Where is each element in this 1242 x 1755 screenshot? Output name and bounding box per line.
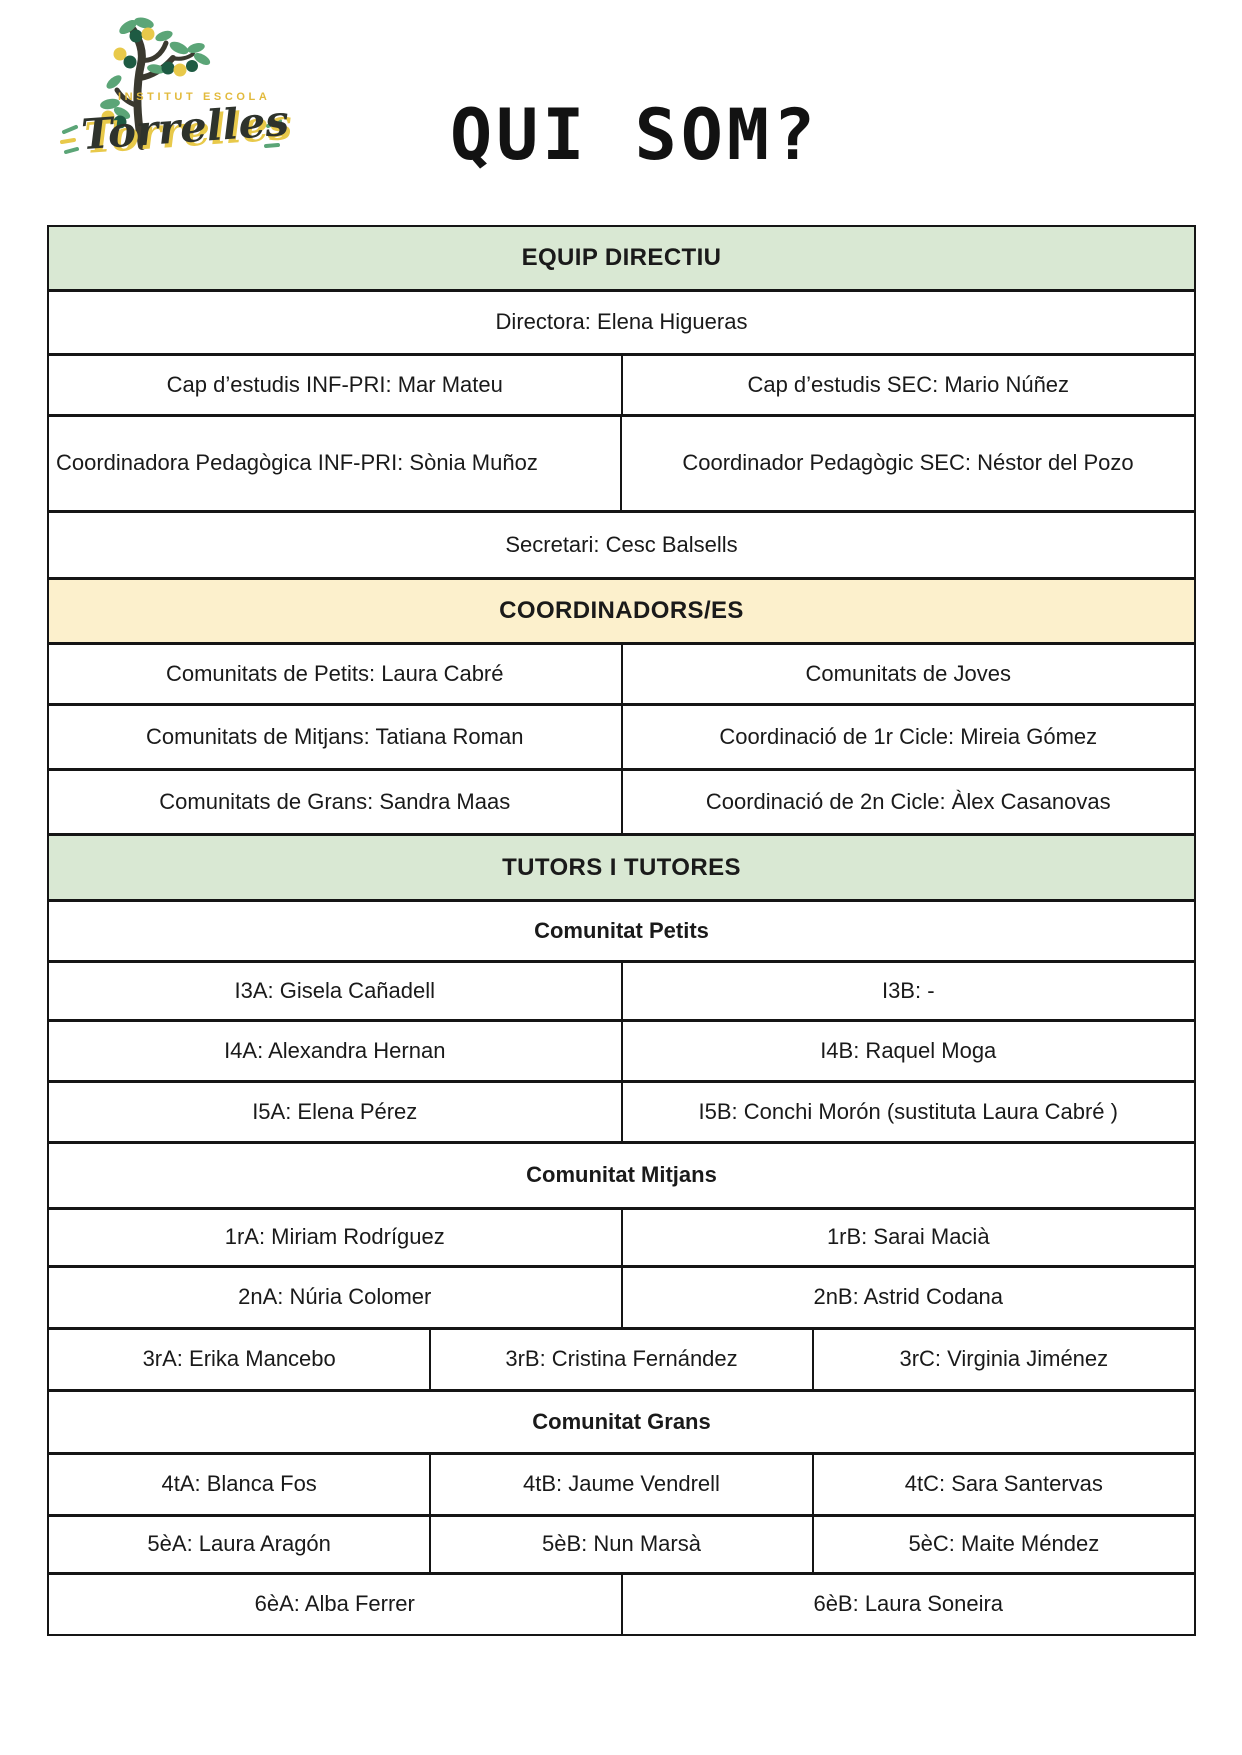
page-title: QUI SOM? (450, 94, 820, 176)
table-row-3r: 3rA: Erika Mancebo 3rB: Cristina Fernánd… (49, 1327, 1194, 1389)
cell-4ta: 4tA: Blanca Fos (161, 1471, 317, 1497)
table-row-2n: 2nA: Núria Colomer 2nB: Astrid Codana (49, 1265, 1194, 1327)
cell-coordinacio-1r-cicle: Coordinació de 1r Cicle: Mireia Gómez (620, 706, 1195, 768)
cell-secretari: Secretari: Cesc Balsells (505, 531, 738, 557)
cell-3rb: 3rB: Cristina Fernández (429, 1330, 811, 1389)
table-row-comunitats-grans: Comunitats de Grans: Sandra Maas Coordin… (49, 768, 1194, 833)
cell-4tb: 4tB: Jaume Vendrell (429, 1455, 811, 1514)
table-row-coordinacio-pedagogica: Coordinadora Pedagògica INF-PRI: Sònia M… (49, 414, 1194, 510)
cell-1rb: 1rB: Sarai Macià (620, 1210, 1195, 1265)
table-row-cap-estudis: Cap d’estudis INF-PRI: Mar Mateu Cap d’e… (49, 353, 1194, 414)
section-header-equip-directiu: EQUIP DIRECTIU (49, 227, 1194, 289)
table-row-directora: Directora: Elena Higueras (49, 289, 1194, 353)
table-row-secretari: Secretari: Cesc Balsells (49, 510, 1194, 577)
cell-5ec: 5èC: Maite Méndez (811, 1517, 1194, 1572)
cell-5ea: 5èA: Laura Aragón (147, 1531, 331, 1557)
logo-institut-text: INSTITUT ESCOLA (118, 91, 270, 103)
subheader-comunitat-grans: Comunitat Grans (49, 1389, 1194, 1452)
cell-comunitats-mitjans: Comunitats de Mitjans: Tatiana Roman (146, 723, 524, 749)
table-row-i3: I3A: Gisela Cañadell I3B: - (49, 960, 1194, 1019)
cell-coord-pedagogic-sec: Coordinador Pedagògic SEC: Néstor del Po… (620, 417, 1194, 510)
cell-3rc: 3rC: Virginia Jiménez (811, 1330, 1194, 1389)
cell-comunitats-petits: Comunitats de Petits: Laura Cabré (165, 660, 504, 686)
section-title: COORDINADORS/ES (499, 597, 744, 625)
cell-2na: 2nA: Núria Colomer (238, 1284, 432, 1310)
table-row-comunitats-petits: Comunitats de Petits: Laura Cabré Comuni… (49, 642, 1194, 703)
cell-5eb: 5èB: Nun Marsà (429, 1517, 811, 1572)
section-header-tutors: TUTORS I TUTORES (49, 833, 1194, 899)
cell-3ra: 3rA: Erika Mancebo (142, 1346, 336, 1372)
subheader-title: Comunitat Petits (534, 917, 709, 943)
cell-i3a: I3A: Gisela Cañadell (234, 977, 436, 1003)
table-row-6e: 6èA: Alba Ferrer 6èB: Laura Soneira (49, 1572, 1194, 1634)
cell-1ra: 1rA: Miriam Rodríguez (224, 1224, 445, 1250)
subheader-comunitat-petits: Comunitat Petits (49, 899, 1194, 960)
cell-cap-estudis-inf-pri: Cap d’estudis INF-PRI: Mar Mateu (166, 371, 503, 397)
school-logo: INSTITUT ESCOLA Torrelles Torrelles (52, 14, 294, 174)
cell-i4a: I4A: Alexandra Hernan (224, 1037, 446, 1063)
section-title: EQUIP DIRECTIU (521, 244, 722, 272)
table-row-5e: 5èA: Laura Aragón 5èB: Nun Marsà 5èC: Ma… (49, 1514, 1194, 1572)
cell-i5a: I5A: Elena Pérez (252, 1098, 418, 1124)
table-row-i5: I5A: Elena Pérez I5B: Conchi Morón (sust… (49, 1080, 1194, 1141)
table-row-comunitats-mitjans: Comunitats de Mitjans: Tatiana Roman Coo… (49, 703, 1194, 768)
cell-coordinacio-2n-cicle: Coordinació de 2n Cicle: Àlex Casanovas (620, 771, 1195, 833)
cell-cap-estudis-sec: Cap d’estudis SEC: Mario Núñez (620, 356, 1195, 414)
cell-i3b: I3B: - (620, 963, 1195, 1019)
section-title: TUTORS I TUTORES (502, 853, 741, 881)
cell-coord-pedagogica-inf-pri: Coordinadora Pedagògica INF-PRI: Sònia M… (56, 450, 538, 476)
table-row-1r: 1rA: Miriam Rodríguez 1rB: Sarai Macià (49, 1207, 1194, 1265)
subheader-title: Comunitat Grans (532, 1408, 711, 1434)
cell-6ea: 6èA: Alba Ferrer (254, 1591, 415, 1617)
cell-directora: Directora: Elena Higueras (495, 309, 748, 335)
cell-4tc: 4tC: Sara Santervas (811, 1455, 1194, 1514)
cell-i4b: I4B: Raquel Moga (620, 1022, 1195, 1080)
staff-table: EQUIP DIRECTIU Directora: Elena Higueras… (47, 225, 1196, 1636)
table-row-4t: 4tA: Blanca Fos 4tB: Jaume Vendrell 4tC:… (49, 1452, 1194, 1514)
table-row-i4: I4A: Alexandra Hernan I4B: Raquel Moga (49, 1019, 1194, 1080)
cell-6eb: 6èB: Laura Soneira (620, 1575, 1195, 1634)
cell-i5b: I5B: Conchi Morón (sustituta Laura Cabré… (620, 1083, 1195, 1141)
section-header-coordinadors: COORDINADORS/ES (49, 577, 1194, 642)
cell-comunitats-joves: Comunitats de Joves (620, 645, 1195, 703)
subheader-comunitat-mitjans: Comunitat Mitjans (49, 1141, 1194, 1207)
cell-comunitats-grans: Comunitats de Grans: Sandra Maas (159, 788, 511, 814)
tree-logo-icon: INSTITUT ESCOLA Torrelles Torrelles (60, 17, 294, 163)
cell-2nb: 2nB: Astrid Codana (620, 1268, 1195, 1327)
subheader-title: Comunitat Mitjans (526, 1162, 717, 1188)
